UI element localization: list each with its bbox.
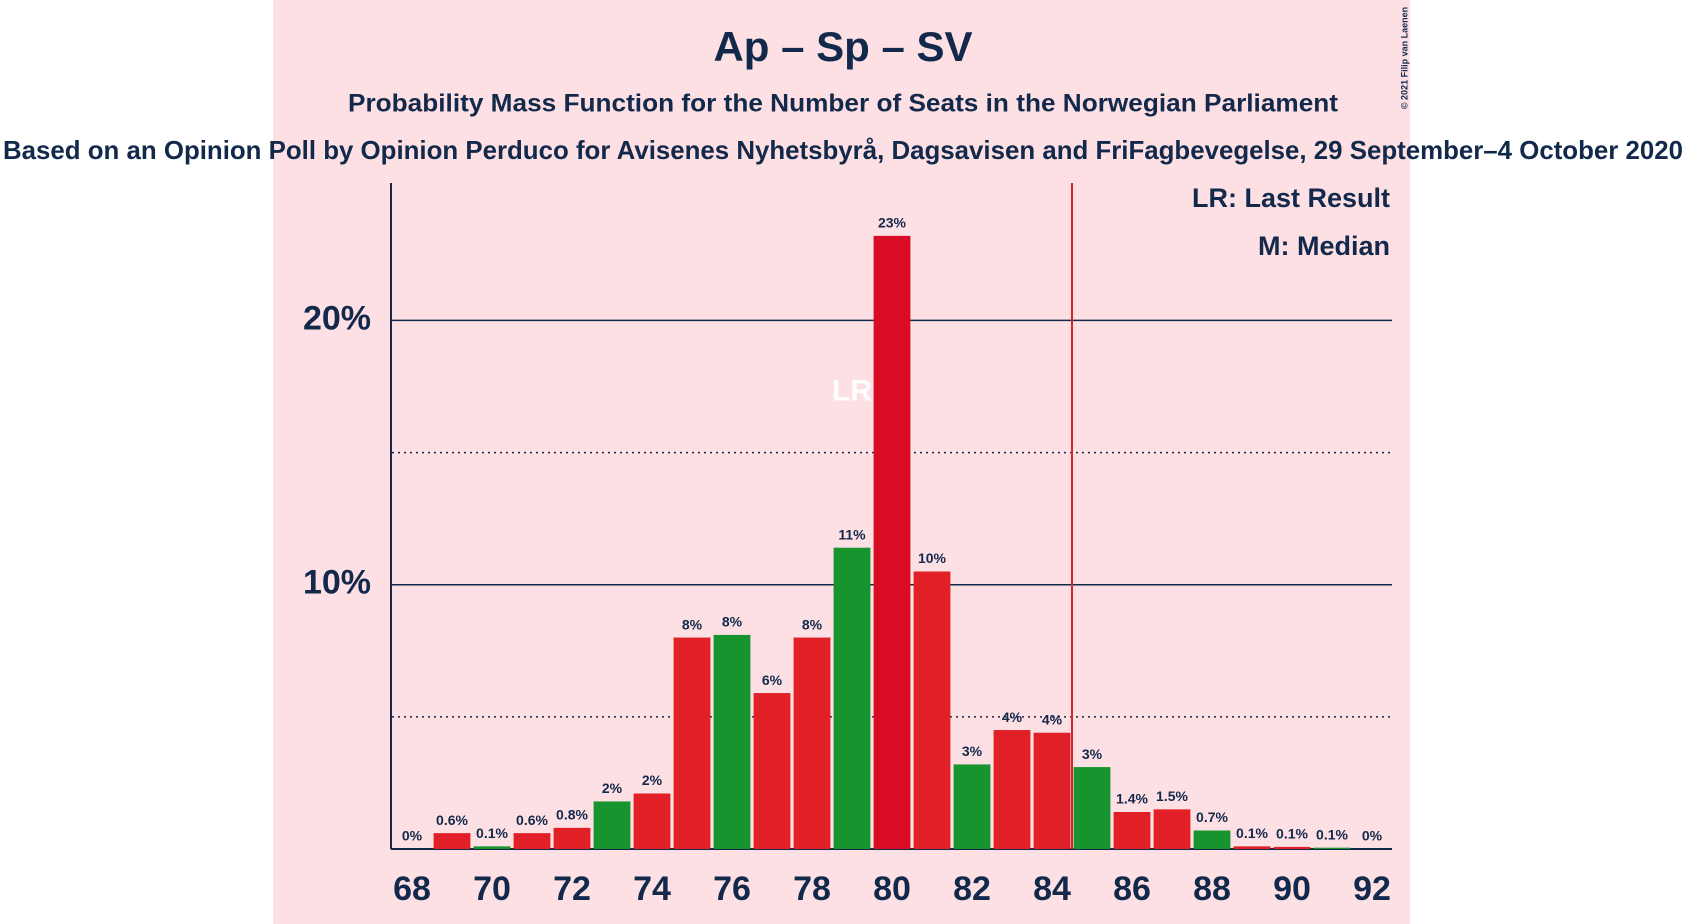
bar <box>1233 846 1271 849</box>
data-label: 2% <box>642 772 663 788</box>
legend-entry: LR: Last Result <box>1192 183 1390 213</box>
bar <box>673 637 711 849</box>
bar <box>593 801 631 849</box>
data-label: 0% <box>1362 828 1383 844</box>
data-label: 10% <box>918 550 947 566</box>
data-label: 0.1% <box>1276 826 1308 842</box>
x-tick-label: 88 <box>1193 870 1231 908</box>
bar <box>1153 809 1191 849</box>
bar <box>513 833 551 849</box>
bar <box>1313 847 1351 849</box>
x-tick-label: 92 <box>1353 870 1391 908</box>
data-label: 1.4% <box>1116 791 1148 807</box>
data-label: 0.8% <box>556 807 588 823</box>
data-label: 0.1% <box>1236 825 1268 841</box>
data-label: 23% <box>878 215 907 231</box>
chart-title: Ap – Sp – SV <box>713 23 972 70</box>
bar <box>1273 846 1311 849</box>
y-tick-label: 20% <box>303 299 371 337</box>
data-label: 0.7% <box>1196 809 1228 825</box>
data-label: 4% <box>1002 709 1023 725</box>
data-label: 3% <box>962 743 983 759</box>
bar <box>993 730 1031 849</box>
bar <box>753 693 791 849</box>
x-tick-label: 68 <box>393 870 431 908</box>
data-label: 11% <box>838 526 866 542</box>
data-label: 3% <box>1082 746 1103 762</box>
bar <box>1113 812 1151 849</box>
data-label: 8% <box>682 616 703 632</box>
bar <box>1193 830 1231 849</box>
data-label: 0% <box>402 828 423 844</box>
data-label: 1.5% <box>1156 788 1188 804</box>
data-label: 0.1% <box>1316 826 1348 842</box>
bar <box>1073 767 1111 849</box>
data-label: 0.6% <box>436 812 468 828</box>
bar <box>633 793 671 849</box>
legend-entry: M: Median <box>1258 231 1390 261</box>
bar <box>713 634 751 849</box>
bar <box>913 571 951 849</box>
x-tick-label: 76 <box>713 870 751 908</box>
data-label: 8% <box>802 616 823 632</box>
x-tick-label: 72 <box>553 870 591 908</box>
bar <box>873 235 911 849</box>
x-tick-label: 74 <box>633 870 671 908</box>
copyright: © 2021 Filip van Laenen <box>1399 7 1409 109</box>
x-tick-label: 86 <box>1113 870 1151 908</box>
data-label: 4% <box>1042 711 1063 727</box>
bar <box>433 833 471 849</box>
bar <box>1033 732 1071 849</box>
chart-subtitle: Probability Mass Function for the Number… <box>348 90 1339 118</box>
y-tick-label: 10% <box>303 564 371 602</box>
data-label: 6% <box>762 672 783 688</box>
data-label: 0.6% <box>516 812 548 828</box>
x-tick-label: 78 <box>793 870 831 908</box>
bar <box>473 846 511 849</box>
bar <box>793 637 831 849</box>
x-tick-label: 84 <box>1033 870 1071 908</box>
data-label: 0.1% <box>476 825 508 841</box>
x-tick-label: 70 <box>473 870 511 908</box>
annotation: LR <box>832 375 872 408</box>
data-label: 2% <box>602 780 623 796</box>
chart-subtitle-2: Based on an Opinion Poll by Opinion Perd… <box>3 135 1683 165</box>
x-tick-label: 82 <box>953 870 991 908</box>
bar <box>833 547 871 849</box>
x-tick-label: 80 <box>873 870 911 908</box>
bar <box>953 764 991 849</box>
data-label: 8% <box>722 614 743 630</box>
x-tick-label: 90 <box>1273 870 1311 908</box>
bar <box>553 827 591 849</box>
